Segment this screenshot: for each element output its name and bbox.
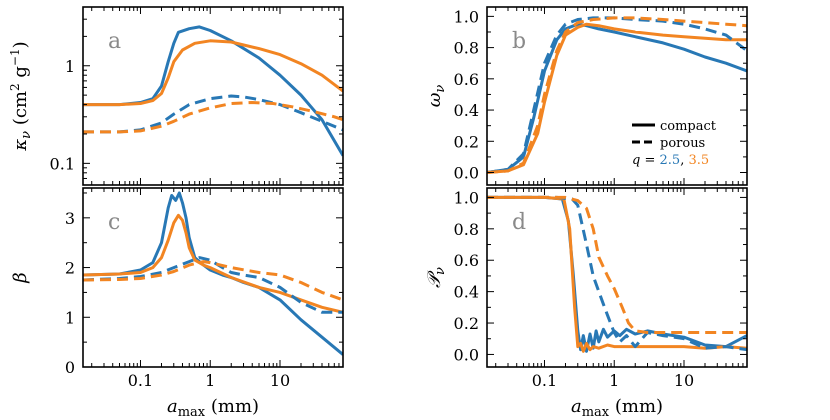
y-axis-label-subscript: ν bbox=[433, 85, 448, 93]
panel-frame bbox=[82, 187, 344, 368]
x-axis-label-symbol: a bbox=[571, 396, 582, 417]
y-axis-label: β bbox=[10, 272, 31, 283]
series-line-porous-q-2-5 bbox=[83, 94, 343, 134]
y-axis-label: 𝒫ν bbox=[424, 267, 448, 288]
x-tick-label: 10 bbox=[270, 371, 290, 390]
series-line-porous-q-2-5 bbox=[487, 195, 747, 352]
ticks bbox=[83, 6, 344, 186]
y-tick-label: 0.0 bbox=[454, 164, 479, 183]
y-tick-label: 0.4 bbox=[454, 101, 479, 120]
x-axis-label: amax (mm) bbox=[167, 396, 259, 420]
series-line-compact-q-2-5 bbox=[83, 25, 343, 157]
y-tick-label: 0.8 bbox=[454, 39, 479, 58]
y-axis-label: ων bbox=[424, 85, 448, 108]
x-axis-label: amax (mm) bbox=[571, 396, 663, 420]
legend-q-separator: , bbox=[680, 153, 688, 168]
x-axis-label-subscript: max bbox=[178, 405, 206, 420]
x-axis-label-symbol: a bbox=[167, 396, 178, 417]
panel-frame bbox=[486, 187, 748, 368]
y-tick-label: 1 bbox=[65, 57, 75, 76]
series-line-porous-q-3-5 bbox=[83, 260, 343, 302]
x-tick-label: 0.1 bbox=[532, 371, 557, 390]
panel-frame bbox=[486, 6, 748, 186]
series-group bbox=[83, 25, 343, 157]
legend-compact-label: compact bbox=[660, 119, 717, 134]
y-tick-label: 0 bbox=[65, 358, 75, 377]
series-line-compact-q-3-5 bbox=[83, 213, 343, 314]
y-axis-label-units: (cm bbox=[10, 91, 31, 131]
y-tick-label: 0.2 bbox=[454, 132, 479, 151]
legend-q-value-orange: 3.5 bbox=[688, 153, 709, 168]
series-group bbox=[83, 191, 343, 356]
y-tick-label: 0.8 bbox=[454, 220, 479, 239]
panel-letter: c bbox=[108, 210, 120, 235]
x-tick-label: 0.1 bbox=[128, 371, 153, 390]
panel-frame bbox=[82, 6, 344, 186]
panel-b: 0.0 0.2 0.4 0.6 0.8 1.0 ων b compact porous q = 2.… bbox=[424, 6, 748, 186]
series-line-porous-q-3-5 bbox=[83, 101, 343, 134]
panel-letter: d bbox=[512, 210, 526, 235]
x-axis-label-subscript: max bbox=[582, 405, 610, 420]
y-tick-label: 1.0 bbox=[454, 7, 479, 26]
y-tick-label: 0.0 bbox=[454, 345, 479, 364]
x-tick-label: 1 bbox=[609, 371, 619, 390]
y-axis-label: κν (cm2 g−1) bbox=[8, 41, 34, 151]
series-group bbox=[487, 195, 747, 353]
series-group bbox=[487, 16, 747, 174]
ticks bbox=[83, 188, 344, 368]
y-tick-label: 0.6 bbox=[454, 251, 479, 270]
panel-letter: b bbox=[512, 29, 526, 54]
panel-a: 0.1 1 κν (cm2 g−1) a bbox=[8, 6, 344, 186]
y-tick-label: 2 bbox=[65, 259, 75, 278]
legend-q-label: q = 2.5, 3.5 bbox=[632, 153, 709, 168]
x-tick-label: 10 bbox=[674, 371, 694, 390]
panel-letter: a bbox=[108, 29, 121, 54]
panel-c: 0.1 1 10 amax (mm) 0 1 2 3 β c bbox=[10, 187, 344, 420]
y-axis-label-subscript: ν bbox=[433, 267, 448, 275]
panel-d: 0.1 1 10 amax (mm) 0.0 0.2 0.4 0.6 0.8 1.0 𝒫ν d bbox=[424, 187, 748, 420]
series-line-porous-q-2-5 bbox=[487, 16, 747, 174]
legend-q-symbol: q bbox=[632, 153, 640, 168]
series-line-compact-q-3-5 bbox=[487, 22, 747, 174]
legend: compact porous q = 2.5, 3.5 bbox=[632, 119, 717, 168]
legend-porous-label: porous bbox=[660, 136, 705, 151]
y-axis-label-units-sup: 2 bbox=[8, 83, 22, 91]
y-tick-label: 1.0 bbox=[454, 188, 479, 207]
y-axis-label-symbol: ω bbox=[424, 92, 445, 107]
x-tick-label: 1 bbox=[205, 371, 215, 390]
series-line-porous-q-3-5 bbox=[487, 16, 747, 174]
series-line-compact-q-3-5 bbox=[487, 195, 747, 353]
ticks bbox=[487, 188, 748, 367]
y-axis-label-units-mid: g bbox=[10, 66, 31, 83]
legend-q-equals: = bbox=[640, 153, 659, 168]
y-tick-label: 0.2 bbox=[454, 314, 479, 333]
y-axis-label-units-end: ) bbox=[10, 41, 31, 48]
series-line-compact-q-3-5 bbox=[83, 39, 343, 107]
legend-q-value-blue: 2.5 bbox=[660, 153, 681, 168]
x-axis-label-units: (mm) bbox=[609, 396, 663, 417]
y-axis-label-units-sup: −1 bbox=[8, 48, 22, 66]
series-line-compact-q-2-5 bbox=[83, 191, 343, 356]
y-tick-label: 0.1 bbox=[50, 154, 75, 173]
y-tick-label: 0.6 bbox=[454, 70, 479, 89]
y-tick-label: 3 bbox=[65, 209, 75, 228]
y-axis-label-symbol: κ bbox=[10, 139, 31, 152]
x-axis-label-units: (mm) bbox=[205, 396, 259, 417]
ticks bbox=[487, 7, 748, 185]
y-tick-label: 0.4 bbox=[454, 283, 479, 302]
y-axis-label-symbol: β bbox=[10, 272, 31, 283]
series-line-porous-q-3-5 bbox=[487, 195, 747, 334]
y-tick-label: 1 bbox=[65, 308, 75, 327]
y-axis-label-subscript: ν bbox=[19, 131, 34, 139]
